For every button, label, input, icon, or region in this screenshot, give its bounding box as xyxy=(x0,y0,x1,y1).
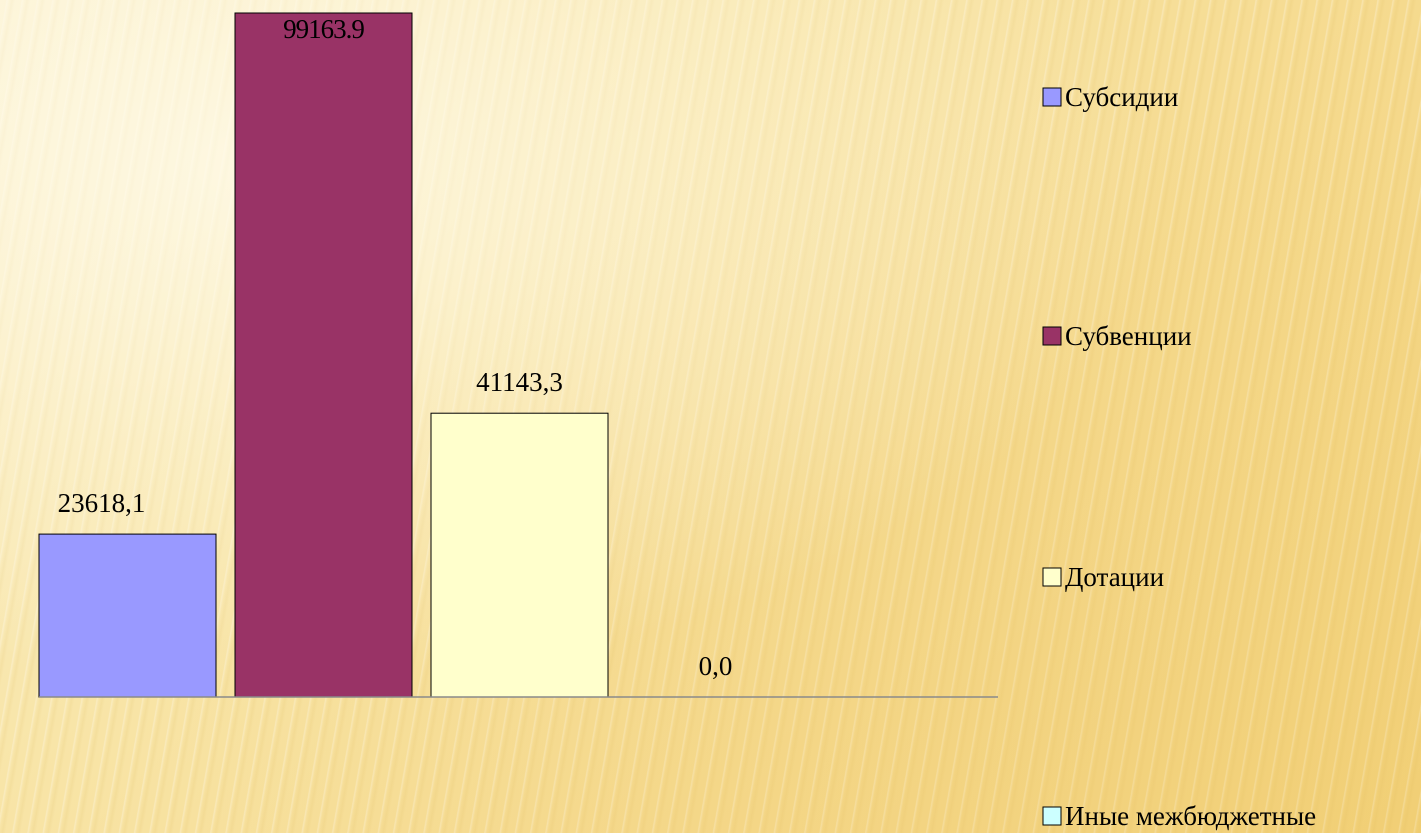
bar-2 xyxy=(430,412,609,698)
legend: Субсидии Субвенции Дотации Иные межбюджетны… xyxy=(1042,82,1316,831)
legend-label-3: Иные межбюджетные xyxy=(1065,801,1316,831)
legend-label-2: Дотации xyxy=(1065,562,1164,592)
data-label-3: 0,0 xyxy=(699,651,733,681)
data-labels: 23618,1 99163.9 41143,3 0,0 xyxy=(58,14,733,681)
data-label-0: 23618,1 xyxy=(58,488,146,518)
legend-swatch-0 xyxy=(1042,87,1062,107)
legend-swatch-1 xyxy=(1042,326,1062,346)
legend-swatch-3 xyxy=(1042,806,1062,826)
data-label-2: 41143,3 xyxy=(476,367,563,397)
bar-0 xyxy=(38,533,217,698)
legend-label-0: Субсидии xyxy=(1065,82,1178,112)
bars xyxy=(38,12,609,698)
data-label-1: 99163.9 xyxy=(283,14,364,44)
bar-1 xyxy=(234,12,413,698)
legend-swatch-2 xyxy=(1042,567,1062,587)
legend-label-1: Субвенции xyxy=(1065,321,1192,351)
